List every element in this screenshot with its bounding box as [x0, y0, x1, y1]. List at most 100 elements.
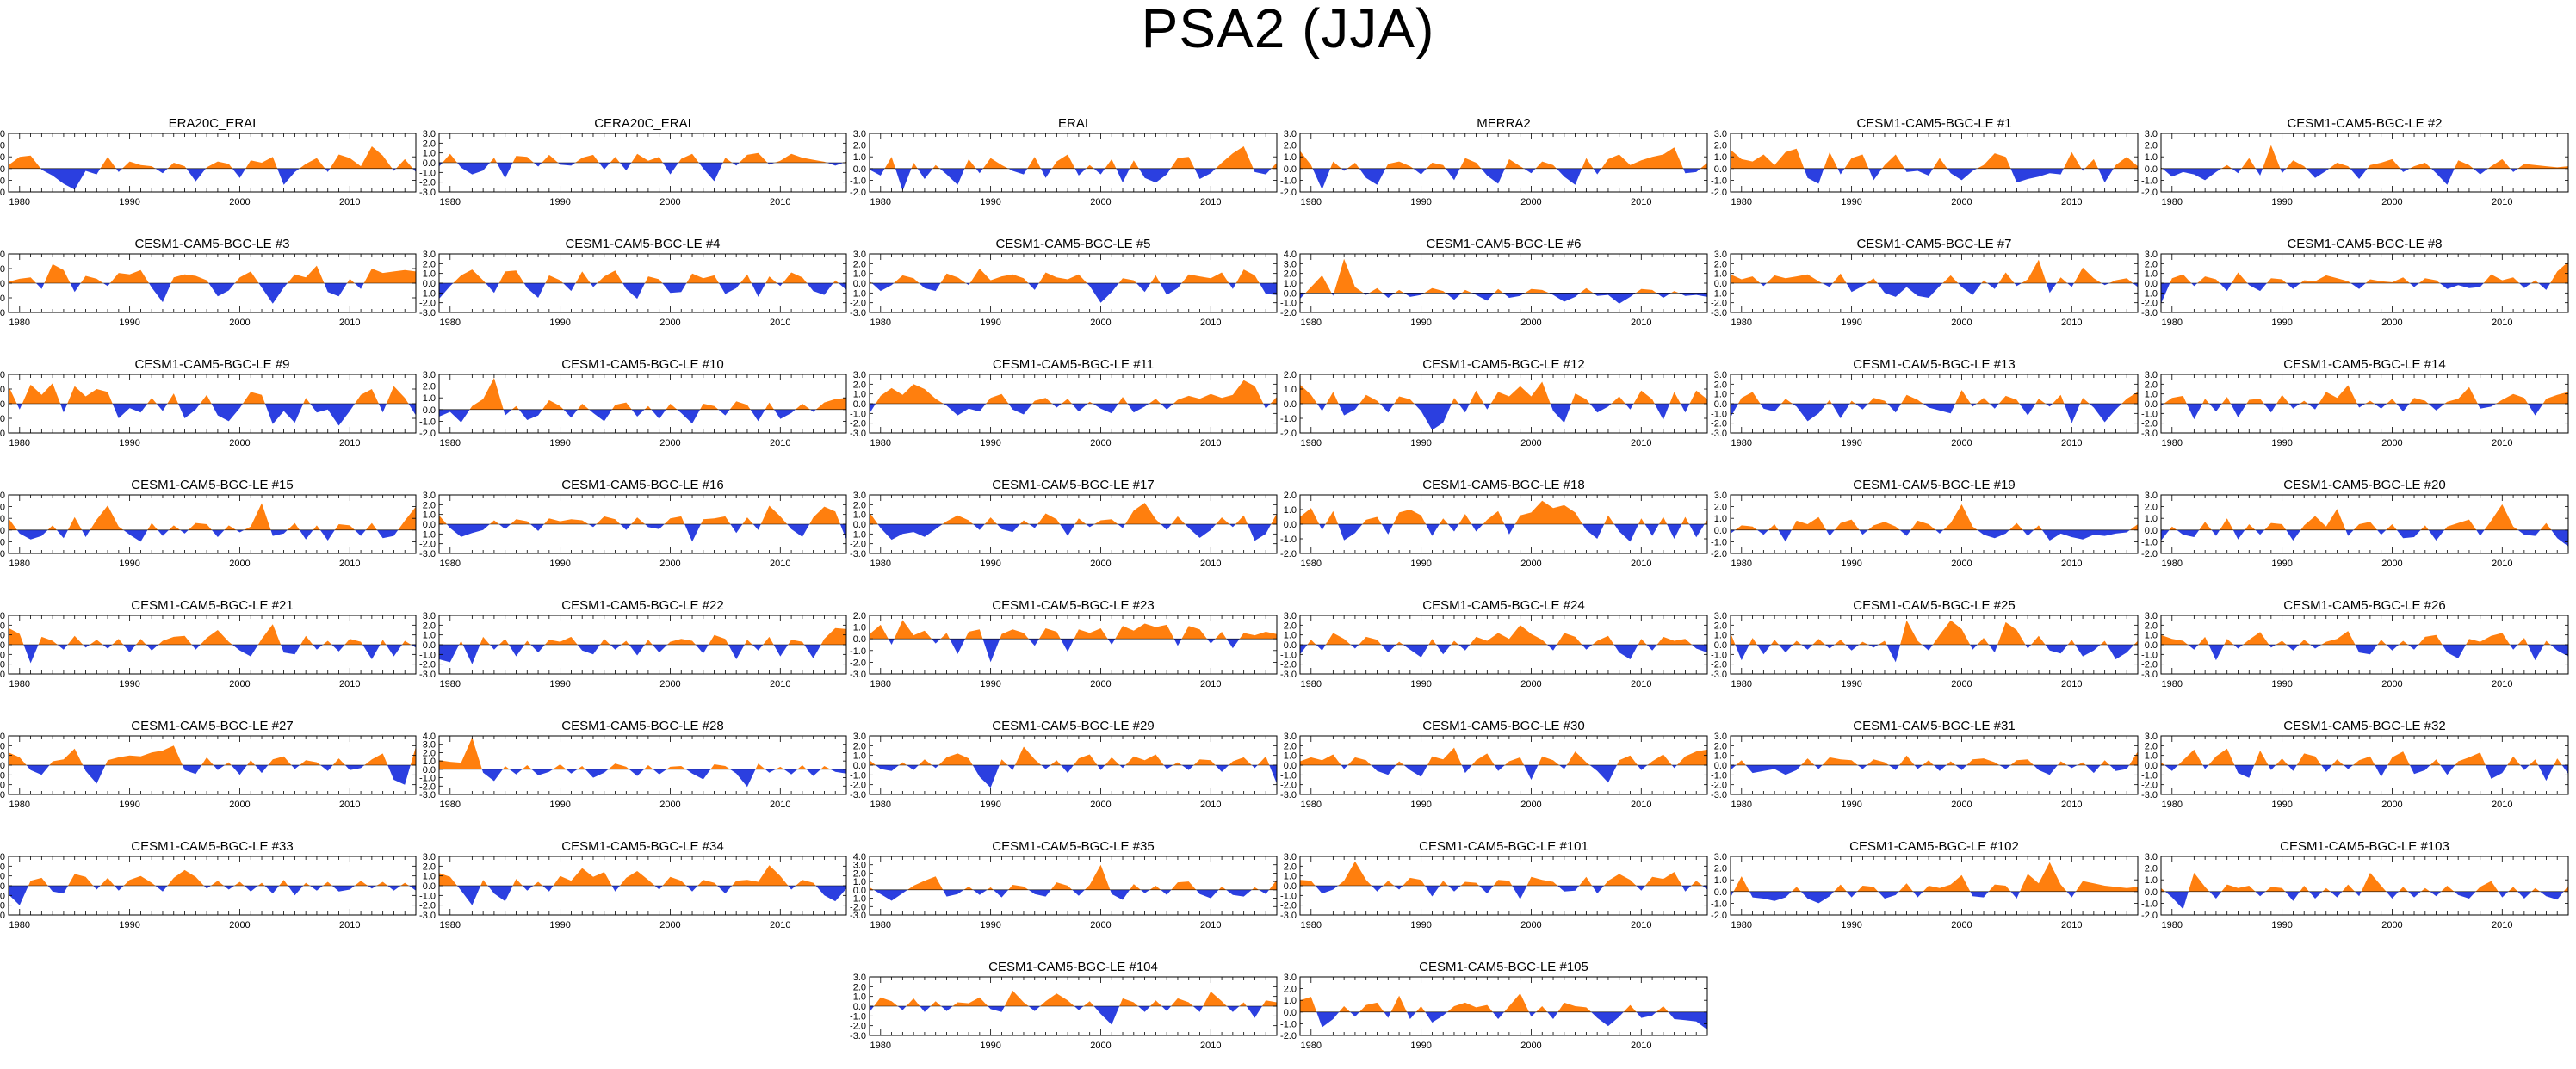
panel-39: CESM1-CAM5-BGC-LE #35 4.03.02.01.00.0-1.0…	[850, 839, 1278, 930]
positive-area	[453, 269, 839, 283]
panel-13: CESM1-CAM5-BGC-LE #9 2.0 1.0 0.0 -1.0 -2.0 198…	[0, 357, 417, 448]
y-tick-label: 3.0	[1284, 852, 1297, 862]
negative-area	[888, 639, 1240, 663]
y-tick-label: 1.0	[423, 872, 436, 882]
x-tick-label: 1990	[980, 920, 1000, 930]
panel-title: CESM1-CAM5-BGC-LE #16	[561, 478, 723, 492]
y-tick-label: 1.0	[1714, 751, 1727, 762]
y-tick-label: 1.0	[1714, 631, 1727, 641]
x-tick-label: 1990	[119, 920, 139, 930]
x-tick-label: 1980	[440, 318, 461, 328]
panel-title: CESM1-CAM5-BGC-LE #7	[1856, 237, 2011, 251]
y-tick-label: -1.0	[850, 770, 866, 781]
x-tick-label: 1990	[1841, 559, 1861, 569]
panel-title: CESM1-CAM5-BGC-LE #14	[2283, 357, 2445, 372]
positive-area	[439, 865, 816, 886]
panel-title: CESM1-CAM5-BGC-LE #27	[131, 719, 293, 733]
y-tick-label: 2.0	[2145, 621, 2158, 631]
x-tick-label: 1990	[549, 197, 570, 207]
y-tick-label: -1.0	[1280, 650, 1297, 660]
y-tick-label: 3.0	[0, 852, 5, 862]
positive-area	[2169, 504, 2552, 530]
panel-34: CESM1-CAM5-BGC-LE #30 3.02.01.00.0-1.0-2.…	[1280, 719, 1708, 810]
x-tick-label: 1990	[2271, 318, 2292, 328]
y-tick-label: 1.0	[0, 514, 5, 524]
y-tick-label: 3.0	[423, 740, 436, 751]
x-tick-label: 1990	[2271, 559, 2292, 569]
panel-21: CESM1-CAM5-BGC-LE #17 3.02.01.00.0-1.0-2.…	[850, 478, 1278, 569]
y-tick-label: 1.0	[2145, 152, 2158, 163]
panel-17: CESM1-CAM5-BGC-LE #13 3.02.01.00.0-1.0-2.…	[1711, 357, 2139, 448]
plot-frame	[1299, 253, 1708, 313]
panel-32: CESM1-CAM5-BGC-LE #28 4.03.02.01.00.0-1.0…	[419, 719, 847, 810]
y-tick-label: -2.0	[2141, 660, 2158, 670]
y-tick-label: 3.0	[0, 491, 5, 501]
x-tick-label: 1990	[1410, 438, 1431, 448]
y-tick-label: 2.0	[0, 503, 5, 513]
y-tick-label: 3.0	[1714, 129, 1727, 139]
panel-27: CESM1-CAM5-BGC-LE #23 2.0 1.00.0-1.0-2.0 -3…	[850, 598, 1278, 689]
panel-4: MERRA2 3.0 2.01.00.0-1.0 -2.0 1980 1990 2000 20…	[1280, 116, 1708, 207]
x-tick-label: 2010	[2492, 679, 2512, 689]
plot-frame	[1299, 976, 1708, 1036]
y-tick-label: 4.0	[423, 732, 436, 742]
y-tick-label: 0.0	[1284, 164, 1297, 175]
x-tick-label: 2000	[1951, 920, 1972, 930]
y-tick-label: -2.0	[419, 901, 436, 911]
x-tick-label: 2010	[770, 800, 790, 810]
plot-frame	[2160, 494, 2569, 554]
panel-6: CESM1-CAM5-BGC-LE #2 3.0 2.01.00.0-1.0 -2.0…	[2141, 116, 2569, 207]
y-tick-label: 3.0	[853, 129, 866, 139]
y-tick-label: 2.0	[1284, 862, 1297, 872]
x-tick-label: 2010	[1631, 197, 1651, 207]
y-tick-label: -3.0	[419, 911, 436, 921]
x-tick-label: 1990	[119, 318, 139, 328]
x-tick-label: 2010	[2061, 800, 2082, 810]
x-tick-label: 1980	[2162, 318, 2183, 328]
panel-30: CESM1-CAM5-BGC-LE #26 3.02.01.00.0-1.0-2.…	[2141, 598, 2569, 689]
y-tick-label: -1.0	[850, 288, 866, 299]
y-tick-label: 1.0	[853, 390, 866, 400]
y-tick-label: -1.0	[0, 650, 5, 660]
y-tick-label: 2.0	[0, 621, 5, 631]
panel-title: CESM1-CAM5-BGC-LE #4	[565, 237, 720, 251]
y-tick-label: -1.0	[2141, 288, 2158, 299]
y-tick-label: 0.0	[2145, 399, 2158, 410]
x-tick-label: 2000	[1090, 197, 1111, 207]
y-tick-label: -3.0	[419, 308, 436, 318]
y-tick-label: -1.0	[419, 168, 436, 178]
y-tick-label: 3.0	[1714, 611, 1727, 621]
y-tick-label: 2.0	[853, 982, 866, 992]
y-tick-label: -3.0	[0, 911, 5, 921]
y-tick-label: -2.0	[1280, 660, 1297, 670]
y-tick-label: 2.0	[1284, 491, 1297, 501]
plot-frame	[8, 494, 417, 554]
y-tick-label: -1.0	[419, 774, 436, 784]
y-tick-label: 0.0	[1714, 761, 1727, 771]
y-tick-label: -2.0	[2141, 911, 2158, 921]
panel-title: CESM1-CAM5-BGC-LE #31	[1853, 719, 2015, 733]
y-tick-label: 3.0	[853, 973, 866, 983]
x-tick-label: 1990	[2271, 197, 2292, 207]
x-tick-label: 2000	[2381, 438, 2402, 448]
y-tick-label: 3.0	[853, 250, 866, 260]
negative-area	[1760, 283, 2138, 298]
x-tick-label: 2000	[1090, 559, 1111, 569]
x-tick-label: 2000	[1951, 800, 1972, 810]
x-tick-label: 1980	[2162, 800, 2183, 810]
panel-29: CESM1-CAM5-BGC-LE #25 3.02.01.00.0-1.0-2.…	[1711, 598, 2139, 689]
panel-19: CESM1-CAM5-BGC-LE #15 3.0 2.01.0 0.0-1.0 -2.…	[0, 478, 417, 569]
x-tick-label: 1980	[870, 559, 891, 569]
y-tick-label: -1.0	[419, 891, 436, 901]
x-tick-label: 1980	[870, 800, 891, 810]
x-tick-label: 1980	[870, 920, 891, 930]
x-tick-label: 2000	[229, 679, 250, 689]
y-tick-label: -1.0	[850, 409, 866, 419]
y-tick-label: 1.0	[2145, 390, 2158, 400]
x-tick-label: 2010	[1200, 559, 1221, 569]
y-tick-label: 4.0	[853, 852, 866, 862]
y-tick-label: -3.0	[2141, 308, 2158, 318]
y-tick-label: 2.0	[423, 500, 436, 510]
x-tick-label: 1990	[1841, 197, 1861, 207]
y-tick-label: 2.0	[853, 611, 866, 621]
